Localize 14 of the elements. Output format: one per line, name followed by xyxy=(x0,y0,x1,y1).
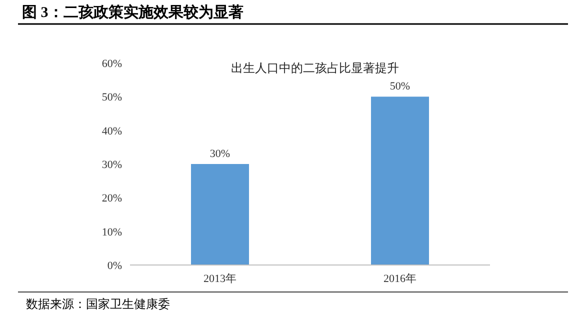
chart-subtitle: 出生人口中的二孩占比显著提升 xyxy=(231,61,399,75)
x-tick-label: 2013年 xyxy=(204,273,236,285)
chart-title: 图 3：二孩政策实施效果较为显著 xyxy=(22,3,244,21)
data-label: 50% xyxy=(390,80,410,93)
x-tick-label: 2016年 xyxy=(384,273,416,285)
source-note: 数据来源：国家卫生健康委 xyxy=(26,297,170,311)
data-label: 30% xyxy=(210,148,230,160)
y-tick-label: 60% xyxy=(102,58,122,70)
y-tick-label: 30% xyxy=(102,159,122,171)
y-tick-label: 0% xyxy=(107,260,122,272)
y-tick-label: 50% xyxy=(102,92,122,104)
y-tick-label: 10% xyxy=(102,226,122,238)
y-tick-label: 40% xyxy=(102,125,122,138)
y-tick-label: 20% xyxy=(102,192,122,205)
